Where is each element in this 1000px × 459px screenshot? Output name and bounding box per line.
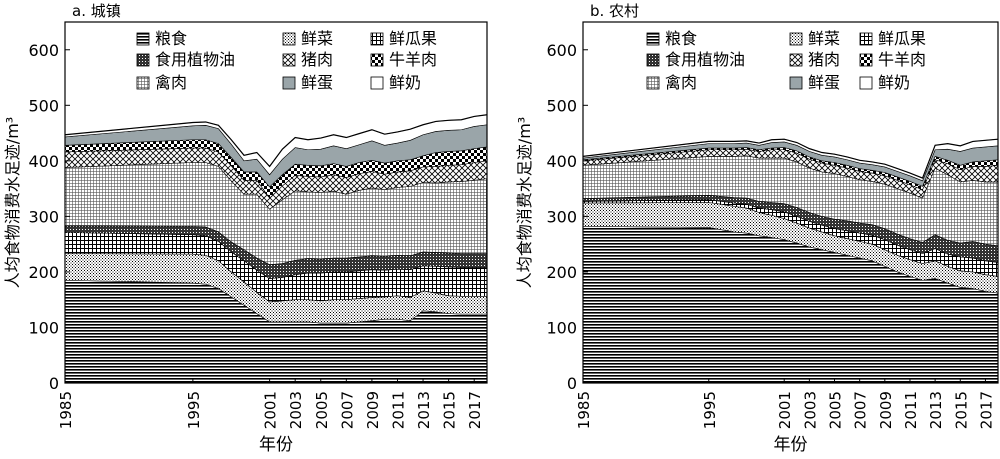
legend-swatch — [859, 32, 873, 46]
y-tick-label: 0 — [49, 374, 59, 393]
x-tick-label: 2013 — [927, 391, 945, 429]
x-tick-label: 2003 — [801, 391, 819, 429]
y-tick-label: 500 — [546, 96, 577, 115]
plot-frame — [64, 21, 488, 384]
legend-label: 食用植物油 — [155, 50, 235, 69]
legend-label: 鲜蛋 — [301, 73, 333, 92]
x-tick-label: 2017 — [977, 391, 995, 429]
plot-frame — [582, 21, 999, 384]
legend-swatch — [789, 53, 803, 67]
x-tick-label: 2007 — [338, 391, 356, 429]
panel-2: 0 100 200 300 400 500 600 1985 1995 2001 2003 2005 2… — [515, 2, 999, 455]
legend-label: 鲜菜 — [301, 29, 333, 48]
y-tick-label: 0 — [567, 374, 577, 393]
legend-swatch — [789, 32, 803, 46]
legend-label: 食用植物油 — [665, 50, 745, 69]
panel-title: b. 农村 — [590, 2, 639, 20]
legend-swatch — [136, 53, 150, 67]
legend-swatch — [370, 32, 384, 46]
legend-label: 鲜蛋 — [808, 73, 840, 92]
y-tick-label: 300 — [546, 207, 577, 226]
x-tick-label: 2001 — [776, 391, 794, 429]
legend-label: 牛羊肉 — [878, 50, 926, 69]
legend-swatch — [789, 76, 803, 90]
x-tick-label: 2009 — [364, 391, 382, 429]
y-tick-label: 300 — [28, 207, 59, 226]
legend-label: 鲜菜 — [808, 29, 840, 48]
x-tick-label: 1985 — [575, 391, 593, 429]
legend-swatch — [282, 32, 296, 46]
legend-swatch — [646, 32, 660, 46]
panel-1: 0 100 200 300 400 500 600 1985 1995 2001 2003 2005 2… — [3, 2, 488, 455]
legend-swatch — [282, 76, 296, 90]
y-tick-label: 400 — [28, 152, 59, 171]
y-tick-label: 200 — [546, 263, 577, 282]
x-tick-label: 2009 — [877, 391, 895, 429]
y-tick-label: 100 — [28, 318, 59, 337]
legend-label: 鲜瓜果 — [878, 29, 926, 48]
legend-swatch — [646, 53, 660, 67]
legend-label: 鲜奶 — [389, 73, 421, 92]
legend-swatch — [136, 76, 150, 90]
x-tick-label: 2015 — [952, 391, 970, 429]
x-tick-label: 2011 — [389, 391, 407, 429]
y-tick-label: 400 — [546, 152, 577, 171]
x-tick-label: 1995 — [701, 391, 719, 429]
x-tick-label: 2013 — [415, 391, 433, 429]
legend-label: 牛羊肉 — [389, 50, 437, 69]
x-tick-label: 2007 — [852, 391, 870, 429]
legend-swatch — [859, 76, 873, 90]
x-tick-label: 1995 — [185, 391, 203, 429]
legend-swatch — [136, 32, 150, 46]
x-axis-label: 年份 — [259, 435, 293, 455]
panel-title: a. 城镇 — [72, 2, 121, 20]
x-tick-label: 2005 — [313, 391, 331, 429]
x-tick-label: 2017 — [466, 391, 484, 429]
x-tick-label: 2015 — [441, 391, 459, 429]
x-tick-label: 2005 — [827, 391, 845, 429]
y-tick-label: 600 — [546, 41, 577, 60]
total-line — [582, 138, 999, 179]
y-tick-label: 600 — [28, 41, 59, 60]
chart-panels: 0 100 200 300 400 500 600 1985 1995 2001 2003 2005 2… — [3, 2, 999, 455]
y-tick-label: 200 — [28, 263, 59, 282]
legend-label: 粮食 — [155, 29, 187, 48]
legend-label: 猪肉 — [301, 50, 333, 69]
legend-swatch — [282, 53, 296, 67]
x-tick-label: 2001 — [262, 391, 280, 429]
x-tick-label: 2011 — [902, 391, 920, 429]
x-axis-label: 年份 — [774, 435, 808, 455]
legend-label: 粮食 — [665, 29, 697, 48]
legend-label: 猪肉 — [808, 50, 840, 69]
legend-swatch — [370, 76, 384, 90]
legend-swatch — [370, 53, 384, 67]
legend-swatch — [646, 76, 660, 90]
legend-label: 鲜奶 — [878, 73, 910, 92]
total-line — [64, 114, 488, 168]
legend-label: 禽肉 — [155, 73, 187, 92]
area-layers — [582, 138, 999, 384]
y-tick-label: 500 — [28, 96, 59, 115]
x-tick-label: 1985 — [57, 391, 75, 429]
x-tick-label: 2003 — [287, 391, 305, 429]
area-layers — [64, 114, 488, 384]
y-axis-label: 人均食物消费水足迹/m³ — [515, 117, 534, 288]
legend-label: 禽肉 — [665, 73, 697, 92]
y-axis-label: 人均食物消费水足迹/m³ — [3, 117, 22, 288]
legend-swatch — [859, 53, 873, 67]
legend-label: 鲜瓜果 — [389, 29, 437, 48]
y-tick-label: 100 — [546, 318, 577, 337]
